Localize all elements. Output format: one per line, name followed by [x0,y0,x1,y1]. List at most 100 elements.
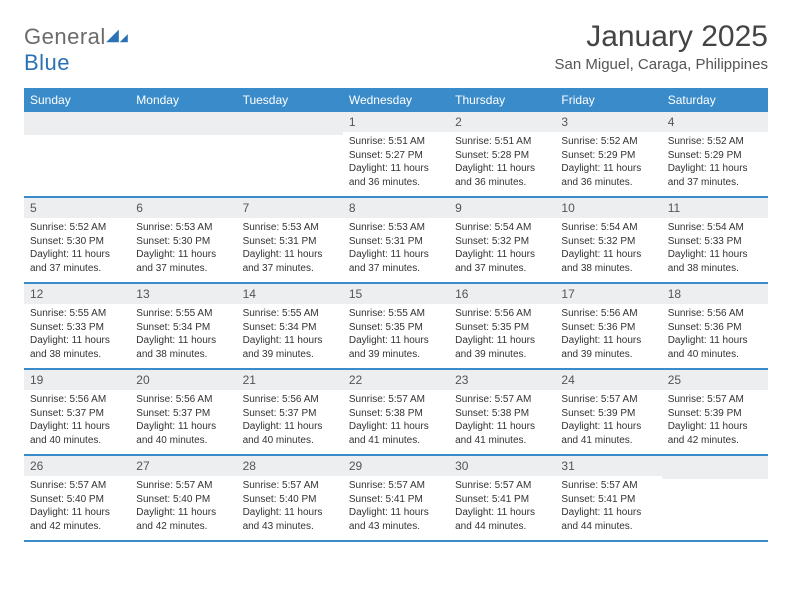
weekday-header: Wednesday [343,88,449,112]
day-number: 13 [130,284,236,304]
calendar-cell: 25Sunrise: 5:57 AMSunset: 5:39 PMDayligh… [662,369,768,455]
calendar-cell [130,112,236,197]
day-info: Sunrise: 5:51 AMSunset: 5:27 PMDaylight:… [343,132,449,193]
calendar-cell: 8Sunrise: 5:53 AMSunset: 5:31 PMDaylight… [343,197,449,283]
day-info: Sunrise: 5:57 AMSunset: 5:40 PMDaylight:… [24,476,130,537]
calendar-cell: 15Sunrise: 5:55 AMSunset: 5:35 PMDayligh… [343,283,449,369]
weekday-header: Sunday [24,88,130,112]
day-number: 15 [343,284,449,304]
calendar-cell: 20Sunrise: 5:56 AMSunset: 5:37 PMDayligh… [130,369,236,455]
calendar-cell: 16Sunrise: 5:56 AMSunset: 5:35 PMDayligh… [449,283,555,369]
calendar-cell: 9Sunrise: 5:54 AMSunset: 5:32 PMDaylight… [449,197,555,283]
title-block: January 2025 San Miguel, Caraga, Philipp… [555,20,768,73]
page-title: January 2025 [555,20,768,54]
calendar-row: 5Sunrise: 5:52 AMSunset: 5:30 PMDaylight… [24,197,768,283]
brand-name: GeneralBlue [24,24,128,76]
day-number: 12 [24,284,130,304]
day-number: 20 [130,370,236,390]
day-number: 11 [662,198,768,218]
day-info: Sunrise: 5:53 AMSunset: 5:30 PMDaylight:… [130,218,236,279]
day-number: 29 [343,456,449,476]
day-info: Sunrise: 5:56 AMSunset: 5:35 PMDaylight:… [449,304,555,365]
calendar-row: 1Sunrise: 5:51 AMSunset: 5:27 PMDaylight… [24,112,768,197]
brand-logo: GeneralBlue [24,20,128,76]
day-info: Sunrise: 5:56 AMSunset: 5:37 PMDaylight:… [130,390,236,451]
calendar-weekday-header: SundayMondayTuesdayWednesdayThursdayFrid… [24,88,768,112]
calendar-cell: 29Sunrise: 5:57 AMSunset: 5:41 PMDayligh… [343,455,449,541]
calendar-cell: 30Sunrise: 5:57 AMSunset: 5:41 PMDayligh… [449,455,555,541]
day-info: Sunrise: 5:55 AMSunset: 5:34 PMDaylight:… [130,304,236,365]
calendar-cell [24,112,130,197]
brand-mark-icon [106,24,128,42]
day-info: Sunrise: 5:53 AMSunset: 5:31 PMDaylight:… [237,218,343,279]
day-number: 10 [555,198,661,218]
calendar-cell: 4Sunrise: 5:52 AMSunset: 5:29 PMDaylight… [662,112,768,197]
day-info: Sunrise: 5:54 AMSunset: 5:32 PMDaylight:… [555,218,661,279]
day-number-empty [24,112,130,135]
day-info: Sunrise: 5:57 AMSunset: 5:40 PMDaylight:… [237,476,343,537]
day-number: 3 [555,112,661,132]
day-info: Sunrise: 5:57 AMSunset: 5:41 PMDaylight:… [555,476,661,537]
day-number: 31 [555,456,661,476]
calendar-cell: 27Sunrise: 5:57 AMSunset: 5:40 PMDayligh… [130,455,236,541]
calendar-cell: 7Sunrise: 5:53 AMSunset: 5:31 PMDaylight… [237,197,343,283]
calendar-cell: 12Sunrise: 5:55 AMSunset: 5:33 PMDayligh… [24,283,130,369]
header: GeneralBlue January 2025 San Miguel, Car… [24,20,768,76]
day-info: Sunrise: 5:56 AMSunset: 5:37 PMDaylight:… [237,390,343,451]
day-info: Sunrise: 5:57 AMSunset: 5:39 PMDaylight:… [662,390,768,451]
day-info: Sunrise: 5:53 AMSunset: 5:31 PMDaylight:… [343,218,449,279]
day-number: 24 [555,370,661,390]
calendar-cell: 14Sunrise: 5:55 AMSunset: 5:34 PMDayligh… [237,283,343,369]
day-number: 26 [24,456,130,476]
calendar-cell: 17Sunrise: 5:56 AMSunset: 5:36 PMDayligh… [555,283,661,369]
weekday-header: Tuesday [237,88,343,112]
calendar-cell: 1Sunrise: 5:51 AMSunset: 5:27 PMDaylight… [343,112,449,197]
calendar-cell: 6Sunrise: 5:53 AMSunset: 5:30 PMDaylight… [130,197,236,283]
day-info: Sunrise: 5:57 AMSunset: 5:40 PMDaylight:… [130,476,236,537]
day-number: 22 [343,370,449,390]
calendar-cell: 23Sunrise: 5:57 AMSunset: 5:38 PMDayligh… [449,369,555,455]
day-number: 25 [662,370,768,390]
day-number: 9 [449,198,555,218]
day-info: Sunrise: 5:52 AMSunset: 5:29 PMDaylight:… [555,132,661,193]
calendar-cell: 2Sunrise: 5:51 AMSunset: 5:28 PMDaylight… [449,112,555,197]
weekday-header: Monday [130,88,236,112]
calendar-cell: 5Sunrise: 5:52 AMSunset: 5:30 PMDaylight… [24,197,130,283]
day-number: 14 [237,284,343,304]
weekday-header: Saturday [662,88,768,112]
day-info: Sunrise: 5:55 AMSunset: 5:34 PMDaylight:… [237,304,343,365]
day-number: 4 [662,112,768,132]
calendar-cell: 13Sunrise: 5:55 AMSunset: 5:34 PMDayligh… [130,283,236,369]
day-number-empty [662,456,768,479]
calendar-cell: 24Sunrise: 5:57 AMSunset: 5:39 PMDayligh… [555,369,661,455]
weekday-header: Friday [555,88,661,112]
day-number: 19 [24,370,130,390]
calendar-row: 26Sunrise: 5:57 AMSunset: 5:40 PMDayligh… [24,455,768,541]
calendar-document: GeneralBlue January 2025 San Miguel, Car… [0,0,792,542]
day-info: Sunrise: 5:54 AMSunset: 5:33 PMDaylight:… [662,218,768,279]
day-number: 17 [555,284,661,304]
brand-name-b: Blue [24,50,70,75]
day-number: 5 [24,198,130,218]
day-number: 2 [449,112,555,132]
day-number: 21 [237,370,343,390]
calendar-cell [237,112,343,197]
calendar-cell: 11Sunrise: 5:54 AMSunset: 5:33 PMDayligh… [662,197,768,283]
day-number: 8 [343,198,449,218]
day-info: Sunrise: 5:55 AMSunset: 5:35 PMDaylight:… [343,304,449,365]
day-info: Sunrise: 5:56 AMSunset: 5:36 PMDaylight:… [662,304,768,365]
day-info: Sunrise: 5:55 AMSunset: 5:33 PMDaylight:… [24,304,130,365]
day-info: Sunrise: 5:57 AMSunset: 5:41 PMDaylight:… [343,476,449,537]
calendar-table: SundayMondayTuesdayWednesdayThursdayFrid… [24,88,768,542]
day-number: 7 [237,198,343,218]
calendar-row: 12Sunrise: 5:55 AMSunset: 5:33 PMDayligh… [24,283,768,369]
day-info: Sunrise: 5:57 AMSunset: 5:39 PMDaylight:… [555,390,661,451]
brand-name-a: General [24,24,106,49]
day-info: Sunrise: 5:52 AMSunset: 5:30 PMDaylight:… [24,218,130,279]
page-subtitle: San Miguel, Caraga, Philippines [555,56,768,73]
day-info: Sunrise: 5:52 AMSunset: 5:29 PMDaylight:… [662,132,768,193]
calendar-cell: 10Sunrise: 5:54 AMSunset: 5:32 PMDayligh… [555,197,661,283]
day-number: 27 [130,456,236,476]
day-number: 1 [343,112,449,132]
calendar-cell: 26Sunrise: 5:57 AMSunset: 5:40 PMDayligh… [24,455,130,541]
